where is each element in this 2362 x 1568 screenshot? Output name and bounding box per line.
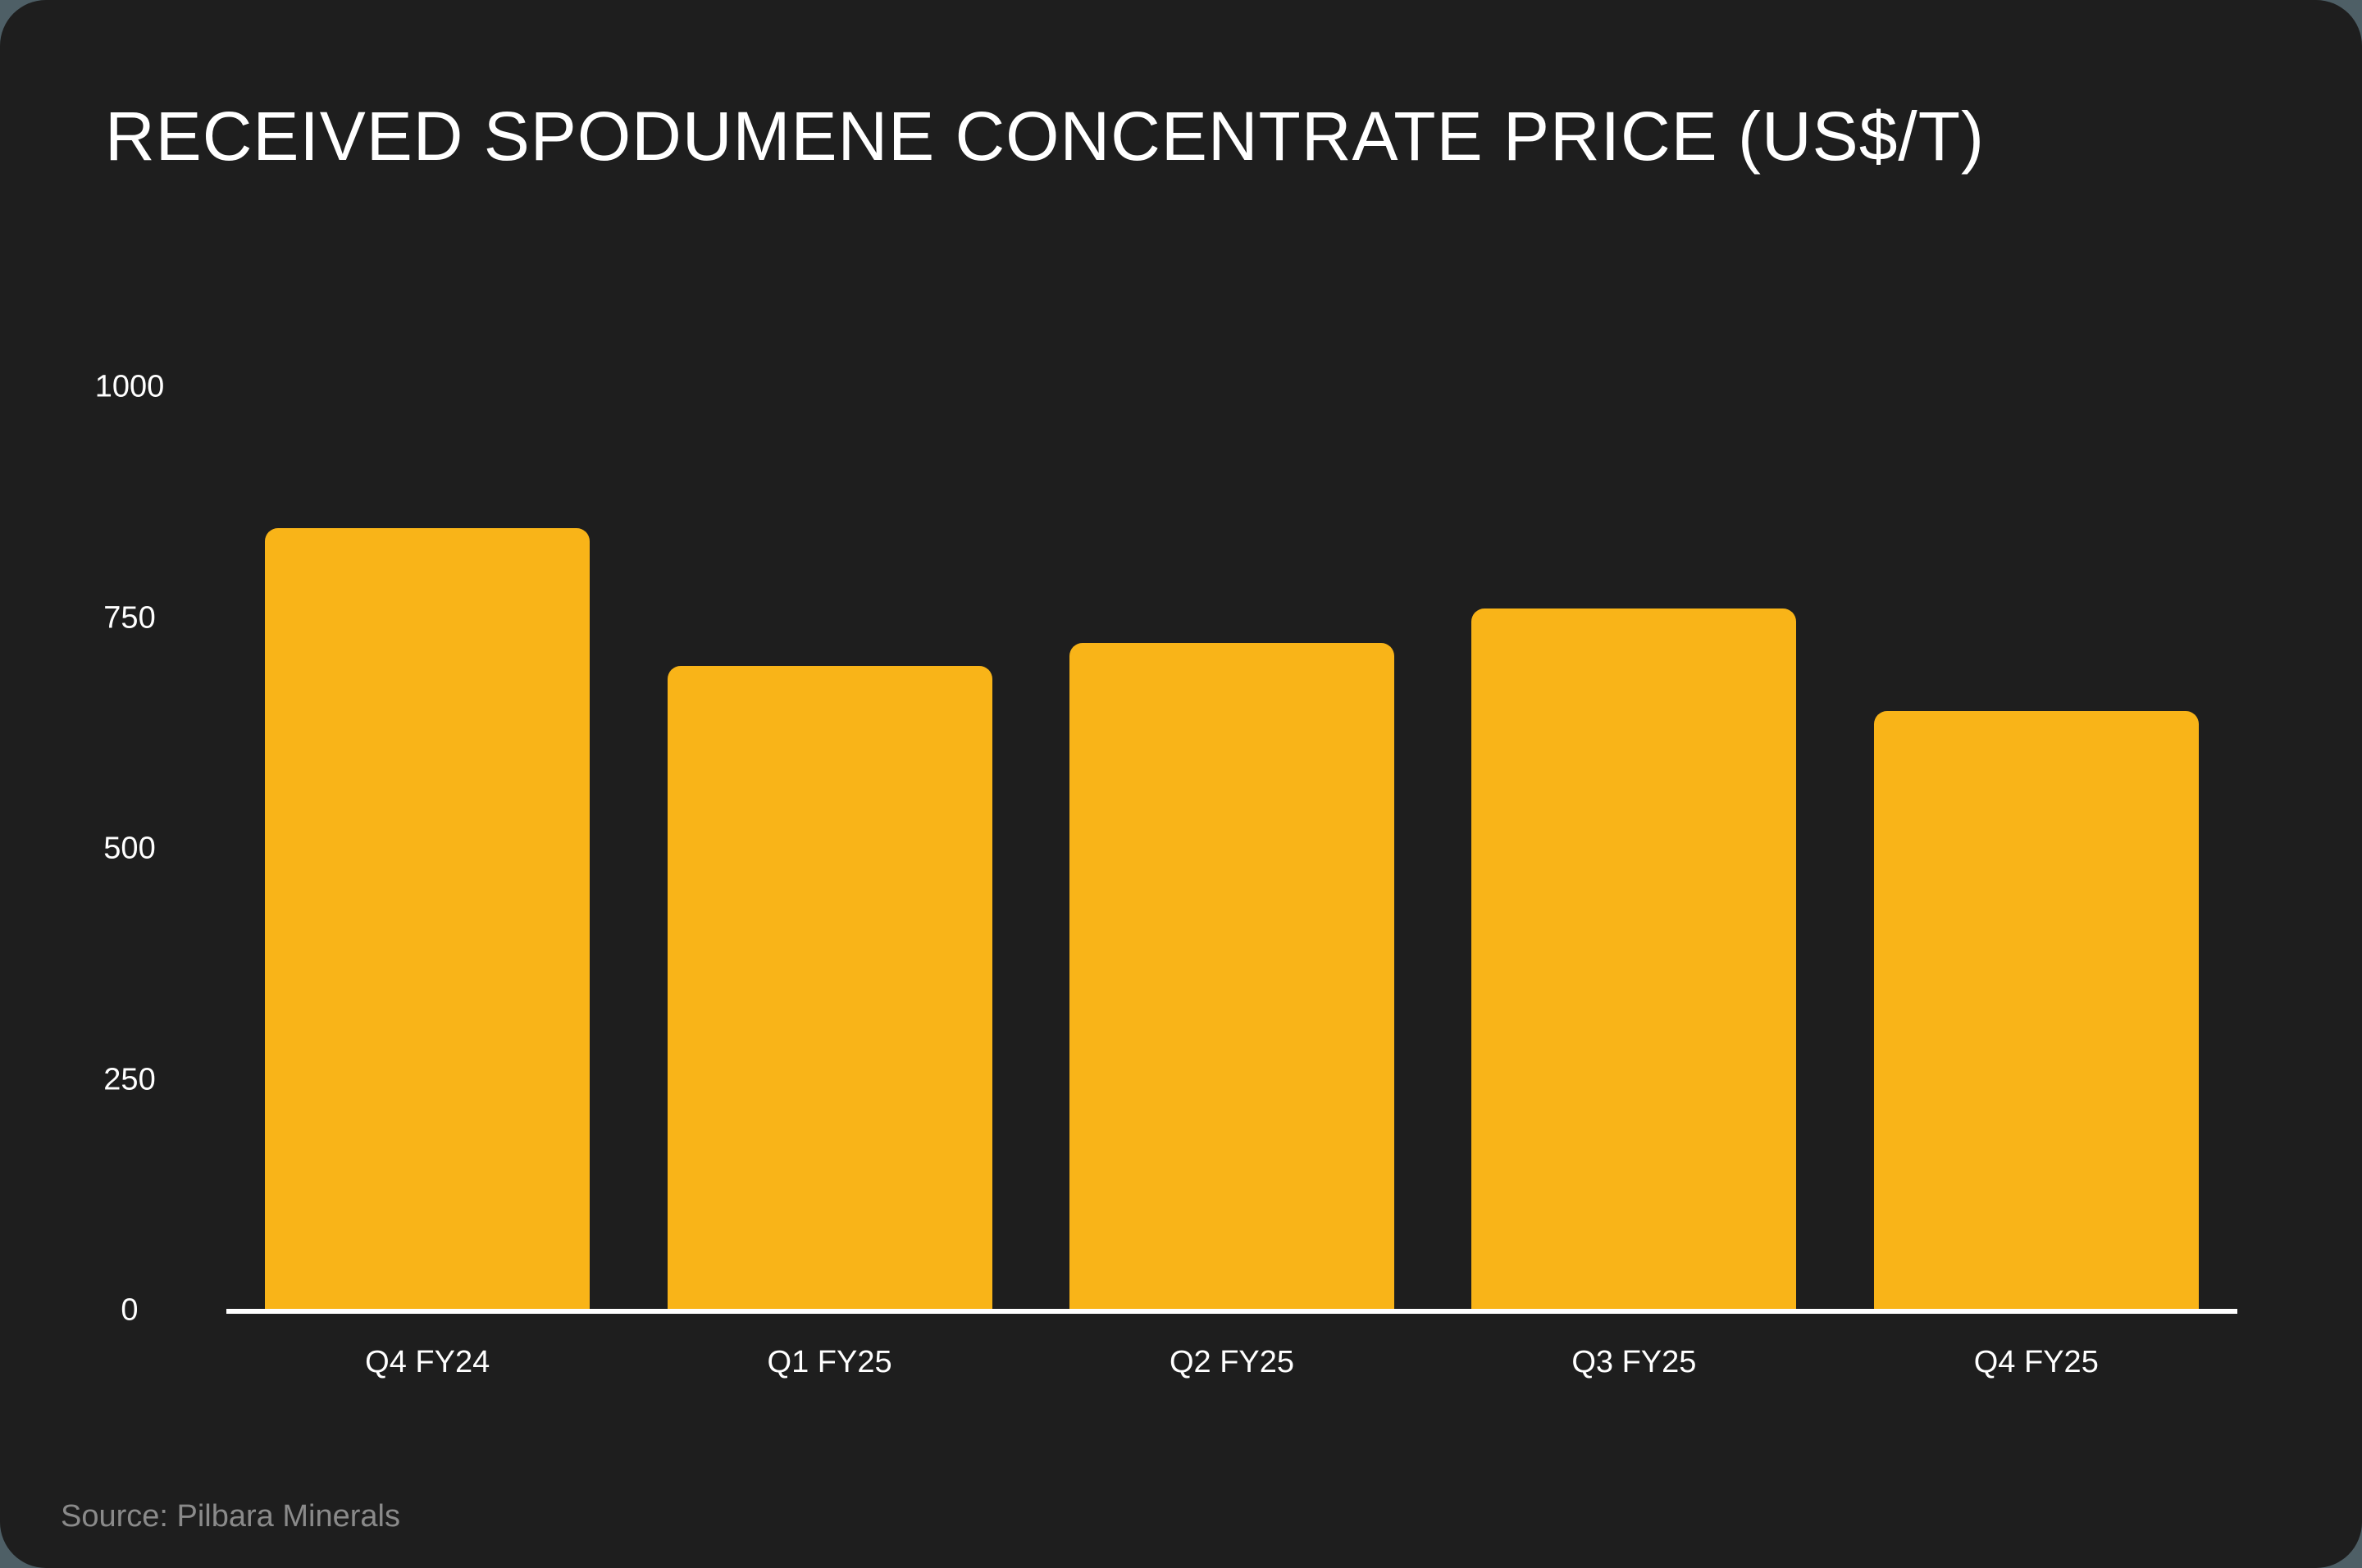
source-note: Source: Pilbara Minerals	[61, 1499, 400, 1534]
bar-q1-fy25	[667, 666, 992, 1310]
x-tick-label: Q2 FY25	[1169, 1345, 1295, 1379]
y-tick-label: 1000	[94, 369, 165, 404]
bar-q2-fy25	[1069, 642, 1394, 1310]
bar-q3-fy25	[1471, 609, 1797, 1310]
x-axis-line	[226, 1309, 2237, 1314]
x-tick-label: Q4 FY25	[1973, 1345, 2099, 1379]
x-tick-label: Q1 FY25	[767, 1345, 892, 1379]
chart-title: RECEIVED SPODUMENE CONCENTRATE PRICE (US…	[105, 98, 1986, 175]
bar-q4-fy25	[1873, 711, 2199, 1310]
y-tick-label: 500	[103, 831, 156, 866]
bar-q4-fy24	[265, 528, 590, 1310]
y-tick-label: 0	[121, 1292, 139, 1328]
x-tick-label: Q4 FY24	[365, 1345, 490, 1379]
x-tick-label: Q3 FY25	[1571, 1345, 1697, 1379]
y-tick-label: 750	[103, 600, 156, 635]
y-tick-label: 250	[103, 1062, 156, 1096]
plot-area	[226, 387, 2237, 1310]
